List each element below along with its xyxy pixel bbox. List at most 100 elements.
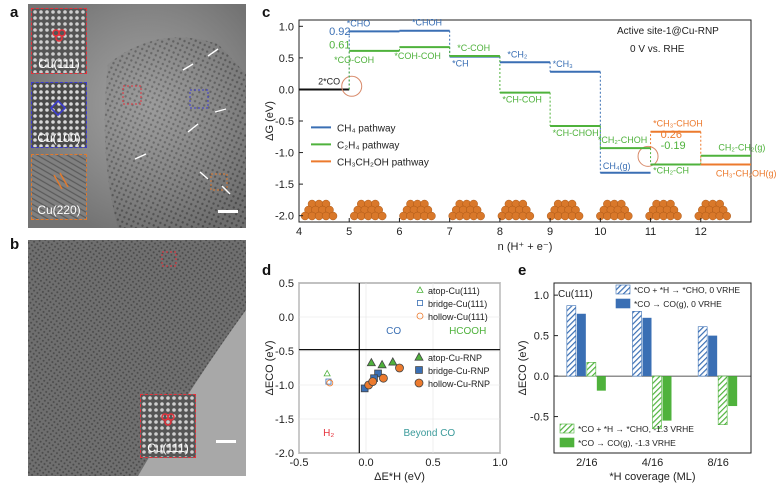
y-tick-label-e: 1.0 — [534, 290, 549, 302]
y-tick-label-c: -2.0 — [275, 211, 294, 223]
value-label: 0.26 — [661, 129, 682, 141]
bar-e — [566, 305, 577, 377]
level-label: *CH-COH — [502, 95, 542, 105]
x-tick-label-c: 6 — [396, 226, 402, 238]
x-axis-label-e: *H coverage (ML) — [609, 471, 695, 483]
data-point-d — [388, 357, 398, 366]
legend-label-c: CH₄ pathway — [337, 123, 396, 134]
legend-label-e: *CO → CO(g), 0 VRHE — [634, 299, 722, 309]
data-point-d — [364, 380, 374, 390]
legend-label-d: hollow-Cu-RNP — [428, 379, 490, 389]
x-tick-label-d: 0.0 — [358, 457, 373, 469]
slab-model-icon — [546, 199, 584, 221]
data-point-d — [417, 300, 423, 306]
legend-label-c: C₂H₄ pathway — [337, 140, 399, 151]
legend-label-d: hollow-Cu(111) — [428, 312, 488, 322]
y-tick-label-d: -2.0 — [275, 448, 294, 460]
y-tick-label-d: -1.5 — [275, 414, 294, 426]
x-tick-label-c: 9 — [547, 226, 553, 238]
data-point-d — [370, 374, 378, 382]
region-label-d: CO — [386, 326, 401, 337]
value-label: 0.92 — [329, 26, 350, 38]
level-label: *CH₃-CHOH — [653, 119, 703, 129]
bar-e — [717, 375, 728, 425]
annotation-active-site: Active site-1@Cu-RNP — [617, 26, 719, 37]
x-tick-label-e: 8/16 — [707, 457, 728, 469]
y-tick-label-e: 0.5 — [534, 331, 549, 343]
arrow-icons — [134, 48, 231, 195]
data-point-d — [326, 379, 334, 387]
legend-label-e: *CO + *H → *CHO, 0 VRHE — [634, 285, 740, 295]
roi-box-red — [122, 85, 142, 105]
bar-e — [642, 317, 652, 377]
inset-label: Cu(111) — [147, 441, 189, 455]
x-tick-label-d: 0.5 — [425, 457, 440, 469]
y-tick-label-d: 0.0 — [279, 312, 294, 324]
panel-letter-a: a — [10, 4, 19, 21]
region-label-d: H₂ — [323, 428, 334, 439]
inset-cu220: Cu(220) — [31, 154, 87, 220]
roi-box-orange — [210, 173, 228, 191]
legend-swatch-e — [615, 284, 631, 295]
level-label: *CH₃ — [553, 59, 574, 69]
legend-swatch-e — [615, 298, 631, 309]
level-label: *CH — [452, 59, 469, 69]
data-point-d — [360, 384, 369, 393]
x-tick-label-c: 5 — [346, 226, 352, 238]
region-label-d: Beyond CO — [404, 428, 456, 439]
x-tick-label-c: 8 — [497, 226, 503, 238]
inset-label: Cu(100) — [37, 131, 81, 145]
panel-letter-e: e — [518, 262, 527, 279]
y-tick-label-c: -1.5 — [275, 179, 294, 191]
scale-bar-a — [218, 210, 238, 213]
data-point-d — [368, 377, 378, 387]
legend-label-c: CH₃CH₂OH pathway — [337, 157, 429, 168]
plot-frame-d — [298, 282, 501, 454]
highlight-circle — [637, 145, 659, 167]
slab-model-icon — [497, 199, 535, 221]
data-point-d — [323, 369, 331, 377]
x-tick-label-c: 4 — [296, 226, 302, 238]
data-point-d — [416, 312, 424, 320]
facet-label-e: Cu(111) — [558, 289, 593, 300]
y-tick-label-d: -1.0 — [275, 380, 294, 392]
level-label: *COH-COH — [394, 51, 441, 61]
bar-e — [728, 376, 738, 407]
data-point-d — [377, 359, 387, 369]
slab-model-icon — [694, 199, 731, 221]
scale-bar-b — [216, 440, 236, 443]
legend-label-e: *CO + *H → *CHO, -1.3 VRHE — [578, 424, 694, 434]
data-point-d — [395, 363, 404, 373]
slab-model-icon — [399, 199, 436, 221]
inset-cu111: Cu(111) — [31, 8, 87, 74]
level-label: *CH₂-CHOH — [598, 135, 648, 145]
legend-swatch-e — [559, 437, 575, 448]
tem-image-b: Cu(111) — [28, 240, 246, 476]
level-label: CH₂-CH₂(g) — [718, 143, 765, 153]
data-point-d — [415, 366, 423, 374]
y-tick-label-c: -1.0 — [275, 148, 294, 160]
level-label-start: 2*CO — [318, 76, 340, 86]
x-axis-label-d: ΔE*H (eV) — [374, 471, 425, 483]
y-tick-label-c: 0.0 — [279, 84, 294, 96]
legend-label-d: bridge-Cu(111) — [428, 299, 487, 309]
value-label: -0.19 — [661, 140, 686, 152]
level-label: CH₄(g) — [603, 161, 631, 171]
x-tick-label-d: 1.0 — [492, 457, 507, 469]
bar-e — [697, 326, 708, 377]
level-label: *CO-COH — [334, 55, 374, 65]
bar-e — [632, 311, 642, 377]
data-point-d — [414, 378, 424, 388]
annotation-potential: 0 V vs. RHE — [630, 44, 685, 55]
inset-cu111-b: Cu(111) — [140, 394, 196, 458]
x-tick-label-c: 7 — [447, 226, 453, 238]
slab-model-icon — [645, 199, 682, 221]
x-tick-label-c: 12 — [695, 226, 707, 238]
roi-box-blue — [189, 89, 209, 109]
level-label: *CHOH — [412, 18, 442, 28]
bar-e — [586, 362, 597, 377]
bar-e — [708, 335, 718, 377]
level-label: *CH₂ — [507, 49, 528, 59]
plot-frame-e — [553, 282, 752, 454]
y-tick-label-c: 1.0 — [279, 21, 294, 33]
